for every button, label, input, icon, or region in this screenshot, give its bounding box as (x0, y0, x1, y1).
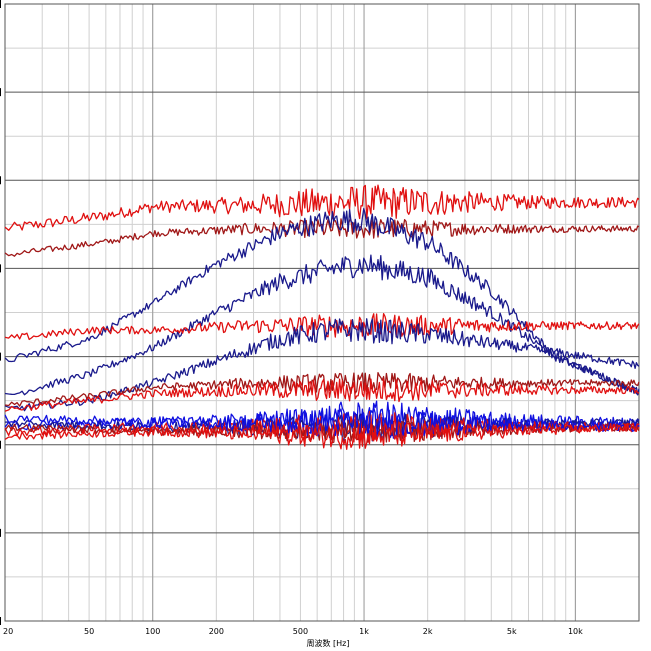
series-line-13 (4, 407, 640, 439)
x-tick-label: 50 (84, 627, 94, 636)
x-tick-label: 100 (145, 627, 160, 636)
x-tick-label: 5k (507, 627, 517, 636)
x-tick-label: 200 (209, 627, 224, 636)
x-tick-labels: 20 50 100 200 500 1k 2k 5k 10k (3, 627, 583, 636)
x-axis-title: 周波数 [Hz] (307, 638, 350, 648)
series-line-5 (4, 313, 640, 341)
data-series (4, 184, 640, 450)
x-tick-label: 1k (359, 627, 369, 636)
x-tick-label: 20 (3, 627, 13, 636)
plot-frame (4, 3, 640, 622)
major-gridlines (0, 0, 640, 625)
series-line-8 (4, 378, 639, 412)
x-tick-label: 2k (423, 627, 433, 636)
series-line-7 (4, 372, 640, 407)
series-line-6 (4, 318, 640, 412)
x-tick-label: 500 (293, 627, 308, 636)
x-tick-label: 10k (568, 627, 583, 636)
series-line-1 (4, 184, 640, 231)
series-line-2 (4, 218, 640, 257)
series-line-4 (4, 254, 640, 396)
series-line-14 (4, 421, 640, 450)
